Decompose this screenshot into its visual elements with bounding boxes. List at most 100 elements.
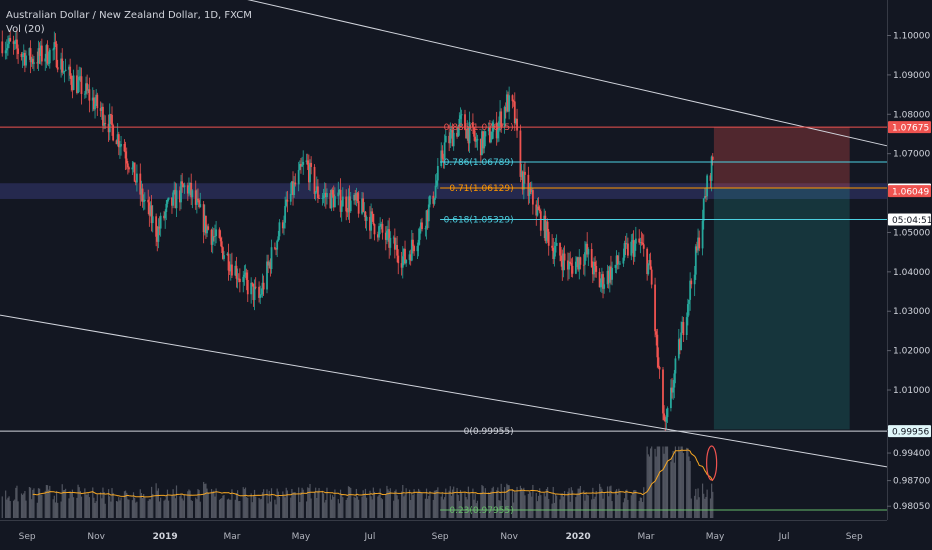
volume-bar bbox=[546, 487, 549, 518]
candle-body bbox=[17, 48, 20, 54]
candle-body bbox=[483, 136, 486, 149]
volume-bar bbox=[110, 501, 112, 518]
candle-body bbox=[490, 139, 492, 143]
candle-body bbox=[147, 199, 150, 203]
price-badge bbox=[888, 425, 931, 438]
candle-body bbox=[274, 247, 276, 249]
volume-bar bbox=[167, 500, 170, 518]
candle-body bbox=[600, 274, 603, 283]
candle-body bbox=[664, 419, 667, 422]
candle-body bbox=[167, 197, 170, 200]
candle-body bbox=[472, 122, 474, 128]
volume-bar bbox=[326, 487, 328, 518]
candle-body bbox=[321, 198, 324, 199]
candle-body bbox=[341, 196, 344, 207]
volume-bar bbox=[436, 489, 438, 518]
volume-bar bbox=[270, 488, 273, 518]
volume-bar bbox=[639, 497, 641, 518]
candle-body bbox=[283, 222, 285, 229]
candle-body bbox=[567, 260, 569, 270]
candle-body bbox=[329, 193, 332, 209]
volume-bar bbox=[102, 487, 104, 518]
candle-body bbox=[245, 272, 248, 280]
candle-body bbox=[582, 264, 585, 266]
volume-bar bbox=[385, 494, 387, 518]
candle-body bbox=[574, 261, 577, 274]
volume-bar bbox=[456, 487, 458, 518]
candle-body bbox=[451, 130, 454, 147]
volume-bar bbox=[445, 488, 447, 518]
volume-bar bbox=[173, 494, 175, 518]
volume-bar bbox=[117, 501, 119, 518]
candle-body bbox=[95, 94, 98, 104]
volume-bar bbox=[647, 454, 649, 518]
candle-body bbox=[123, 143, 126, 152]
candle-body bbox=[262, 282, 265, 290]
candle-body bbox=[104, 123, 107, 124]
volume-bar bbox=[632, 490, 635, 518]
fib-label-0.71: 0.71(1.06129) bbox=[449, 184, 513, 194]
candle-body bbox=[371, 211, 374, 214]
candle-body bbox=[61, 58, 64, 73]
volume-bar bbox=[242, 487, 244, 518]
candle-body bbox=[143, 199, 146, 202]
candle-body bbox=[174, 189, 177, 209]
candle-body bbox=[71, 84, 74, 91]
volume-bar bbox=[627, 499, 629, 518]
candle-body bbox=[250, 282, 253, 295]
fib-label-0.786: 0.786(1.06789) bbox=[444, 158, 514, 168]
volume-bar bbox=[397, 499, 399, 518]
volume-bar bbox=[151, 486, 153, 518]
volume-bar bbox=[405, 488, 407, 518]
candle-body bbox=[112, 125, 115, 141]
volume-bar bbox=[148, 499, 150, 518]
volume-bar bbox=[602, 498, 604, 518]
volume-bar bbox=[473, 499, 475, 518]
volume-bar bbox=[474, 493, 476, 518]
volume-bar bbox=[157, 488, 159, 518]
candle-body bbox=[39, 45, 42, 57]
volume-bar bbox=[401, 491, 403, 518]
candle-body bbox=[80, 76, 83, 95]
candle-body bbox=[139, 173, 142, 195]
candle-body bbox=[189, 182, 191, 188]
volume-bar bbox=[147, 500, 149, 518]
candle-body bbox=[302, 161, 305, 165]
volume-bar bbox=[381, 499, 384, 518]
volume-bar bbox=[100, 492, 102, 518]
candle-body bbox=[345, 196, 348, 212]
candle-body bbox=[499, 111, 501, 122]
candle-body bbox=[132, 162, 135, 168]
candle-body bbox=[429, 195, 431, 205]
candle-body bbox=[531, 190, 534, 205]
candle-body bbox=[165, 203, 168, 212]
candle-body bbox=[622, 257, 625, 264]
volume-bar bbox=[592, 487, 594, 518]
volume-bar bbox=[78, 487, 80, 518]
candle-body bbox=[475, 140, 478, 142]
candle-body bbox=[416, 245, 419, 252]
candle-body bbox=[658, 367, 661, 370]
candle-body bbox=[702, 198, 705, 221]
volume-bar bbox=[57, 502, 59, 518]
candle-body bbox=[60, 58, 62, 70]
candle-body bbox=[269, 262, 272, 270]
volume-bar bbox=[579, 485, 581, 518]
candle-body bbox=[688, 299, 690, 305]
volume-bar bbox=[646, 446, 648, 518]
volume-bar bbox=[389, 488, 391, 518]
volume-bar bbox=[498, 500, 500, 518]
volume-bar bbox=[255, 496, 257, 518]
candle-body bbox=[96, 94, 99, 109]
fib-label-0: 0(0.99955) bbox=[464, 427, 514, 437]
candle-body bbox=[434, 185, 437, 198]
volume-bar bbox=[551, 503, 553, 518]
candle-body bbox=[108, 114, 111, 133]
volume-bar bbox=[570, 487, 572, 518]
volume-bar bbox=[342, 497, 344, 518]
volume-bar bbox=[111, 488, 113, 518]
volume-bar bbox=[420, 492, 422, 518]
candle-body bbox=[23, 53, 26, 66]
volume-bar bbox=[309, 483, 311, 518]
